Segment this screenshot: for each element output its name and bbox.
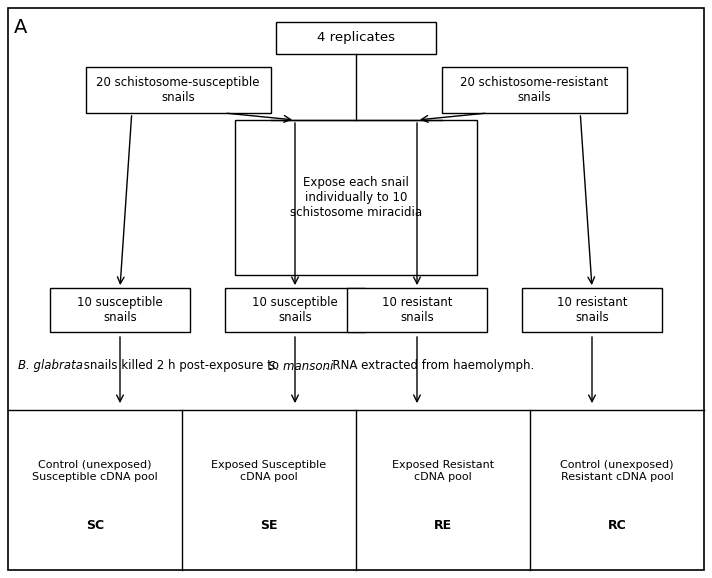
Text: RE: RE (434, 518, 452, 532)
Bar (276, 22, 436, 54)
Text: Exposed Susceptible
cDNA pool: Exposed Susceptible cDNA pool (211, 460, 327, 481)
Text: snails killed 2 h post-exposure to: snails killed 2 h post-exposure to (80, 360, 283, 372)
Text: S. mansoni: S. mansoni (268, 360, 333, 372)
Text: Exposed Resistant
cDNA pool: Exposed Resistant cDNA pool (392, 460, 494, 481)
Text: 20 schistosome-resistant
snails: 20 schistosome-resistant snails (460, 76, 608, 104)
Text: . RNA extracted from haemolymph.: . RNA extracted from haemolymph. (325, 360, 534, 372)
Text: A: A (14, 18, 27, 37)
Text: Expose each snail
individually to 10
schistosome miracidia: Expose each snail individually to 10 sch… (290, 176, 422, 219)
Bar (441, 67, 627, 113)
Text: 10 resistant
snails: 10 resistant snails (382, 296, 452, 324)
Bar (50, 288, 190, 332)
Text: 20 schistosome-susceptible
snails: 20 schistosome-susceptible snails (96, 76, 260, 104)
Text: SE: SE (261, 518, 278, 532)
Text: Control (unexposed)
Susceptible cDNA pool: Control (unexposed) Susceptible cDNA poo… (32, 460, 158, 481)
Bar (522, 288, 662, 332)
Text: RC: RC (607, 518, 627, 532)
Bar (235, 120, 477, 275)
Text: Control (unexposed)
Resistant cDNA pool: Control (unexposed) Resistant cDNA pool (560, 460, 674, 481)
Text: 10 resistant
snails: 10 resistant snails (557, 296, 627, 324)
Bar (85, 67, 271, 113)
Text: 10 susceptible
snails: 10 susceptible snails (77, 296, 163, 324)
Text: 4 replicates: 4 replicates (317, 31, 395, 45)
Bar (225, 288, 365, 332)
Bar (347, 288, 487, 332)
Text: SC: SC (86, 518, 104, 532)
Text: 10 susceptible
snails: 10 susceptible snails (252, 296, 338, 324)
Text: B. glabrata: B. glabrata (18, 360, 83, 372)
